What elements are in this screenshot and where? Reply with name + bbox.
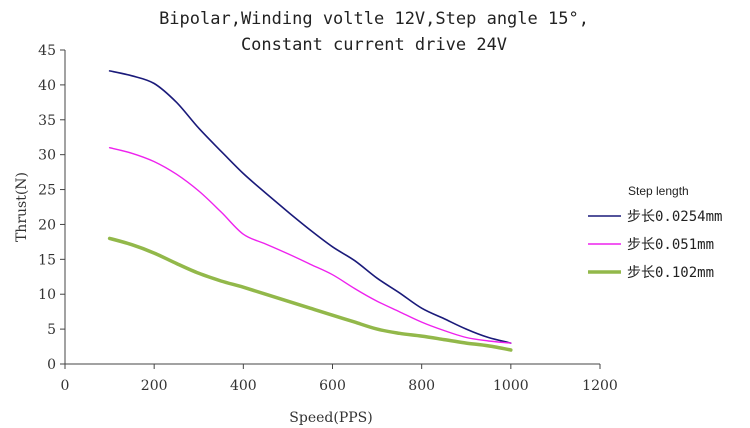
y-tick-label: 30 <box>38 148 56 164</box>
legend-label-2: 步长0.051mm <box>627 237 714 253</box>
y-tick-label: 0 <box>47 357 56 373</box>
y-tick-label: 20 <box>38 217 56 233</box>
series-line-3 <box>107 236 513 352</box>
x-tick-label: 200 <box>141 378 168 394</box>
series-line-2 <box>108 147 512 344</box>
y-tick-label: 45 <box>38 43 56 59</box>
y-tick-label: 15 <box>38 252 56 268</box>
y-axis-label: Thrust(N) <box>14 172 30 242</box>
y-tick-label: 35 <box>38 113 56 129</box>
x-tick-label: 400 <box>230 378 257 394</box>
axes: 0 5 10 15 20 25 30 35 40 45 0 200 400 600 800 1000 1200 <box>38 43 618 394</box>
x-tick-label: 1000 <box>493 378 529 394</box>
legend: Step length 步长0.0254mm 步长0.051mm 步长0.102mm <box>588 184 722 281</box>
x-tick-label: 1200 <box>582 378 618 394</box>
x-tick-label: 800 <box>408 378 435 394</box>
y-tick-label: 10 <box>38 287 56 303</box>
x-tick-label: 0 <box>61 378 70 394</box>
legend-title: Step length <box>628 184 689 198</box>
series-layer <box>107 70 513 352</box>
legend-label-1: 步长0.0254mm <box>627 209 722 225</box>
y-tick-label: 40 <box>38 78 56 94</box>
y-tick-label: 25 <box>38 183 56 199</box>
y-tick-label: 5 <box>47 322 56 338</box>
chart-title-line-2: Constant current drive 24V <box>241 35 507 55</box>
x-tick-label: 600 <box>319 378 346 394</box>
series-line-1 <box>108 70 512 344</box>
x-axis-label: Speed(PPS) <box>289 410 372 426</box>
chart-title-line-1: Bipolar,Winding voltle 12V,Step angle 15… <box>159 9 589 29</box>
legend-label-3: 步长0.102mm <box>627 265 714 281</box>
